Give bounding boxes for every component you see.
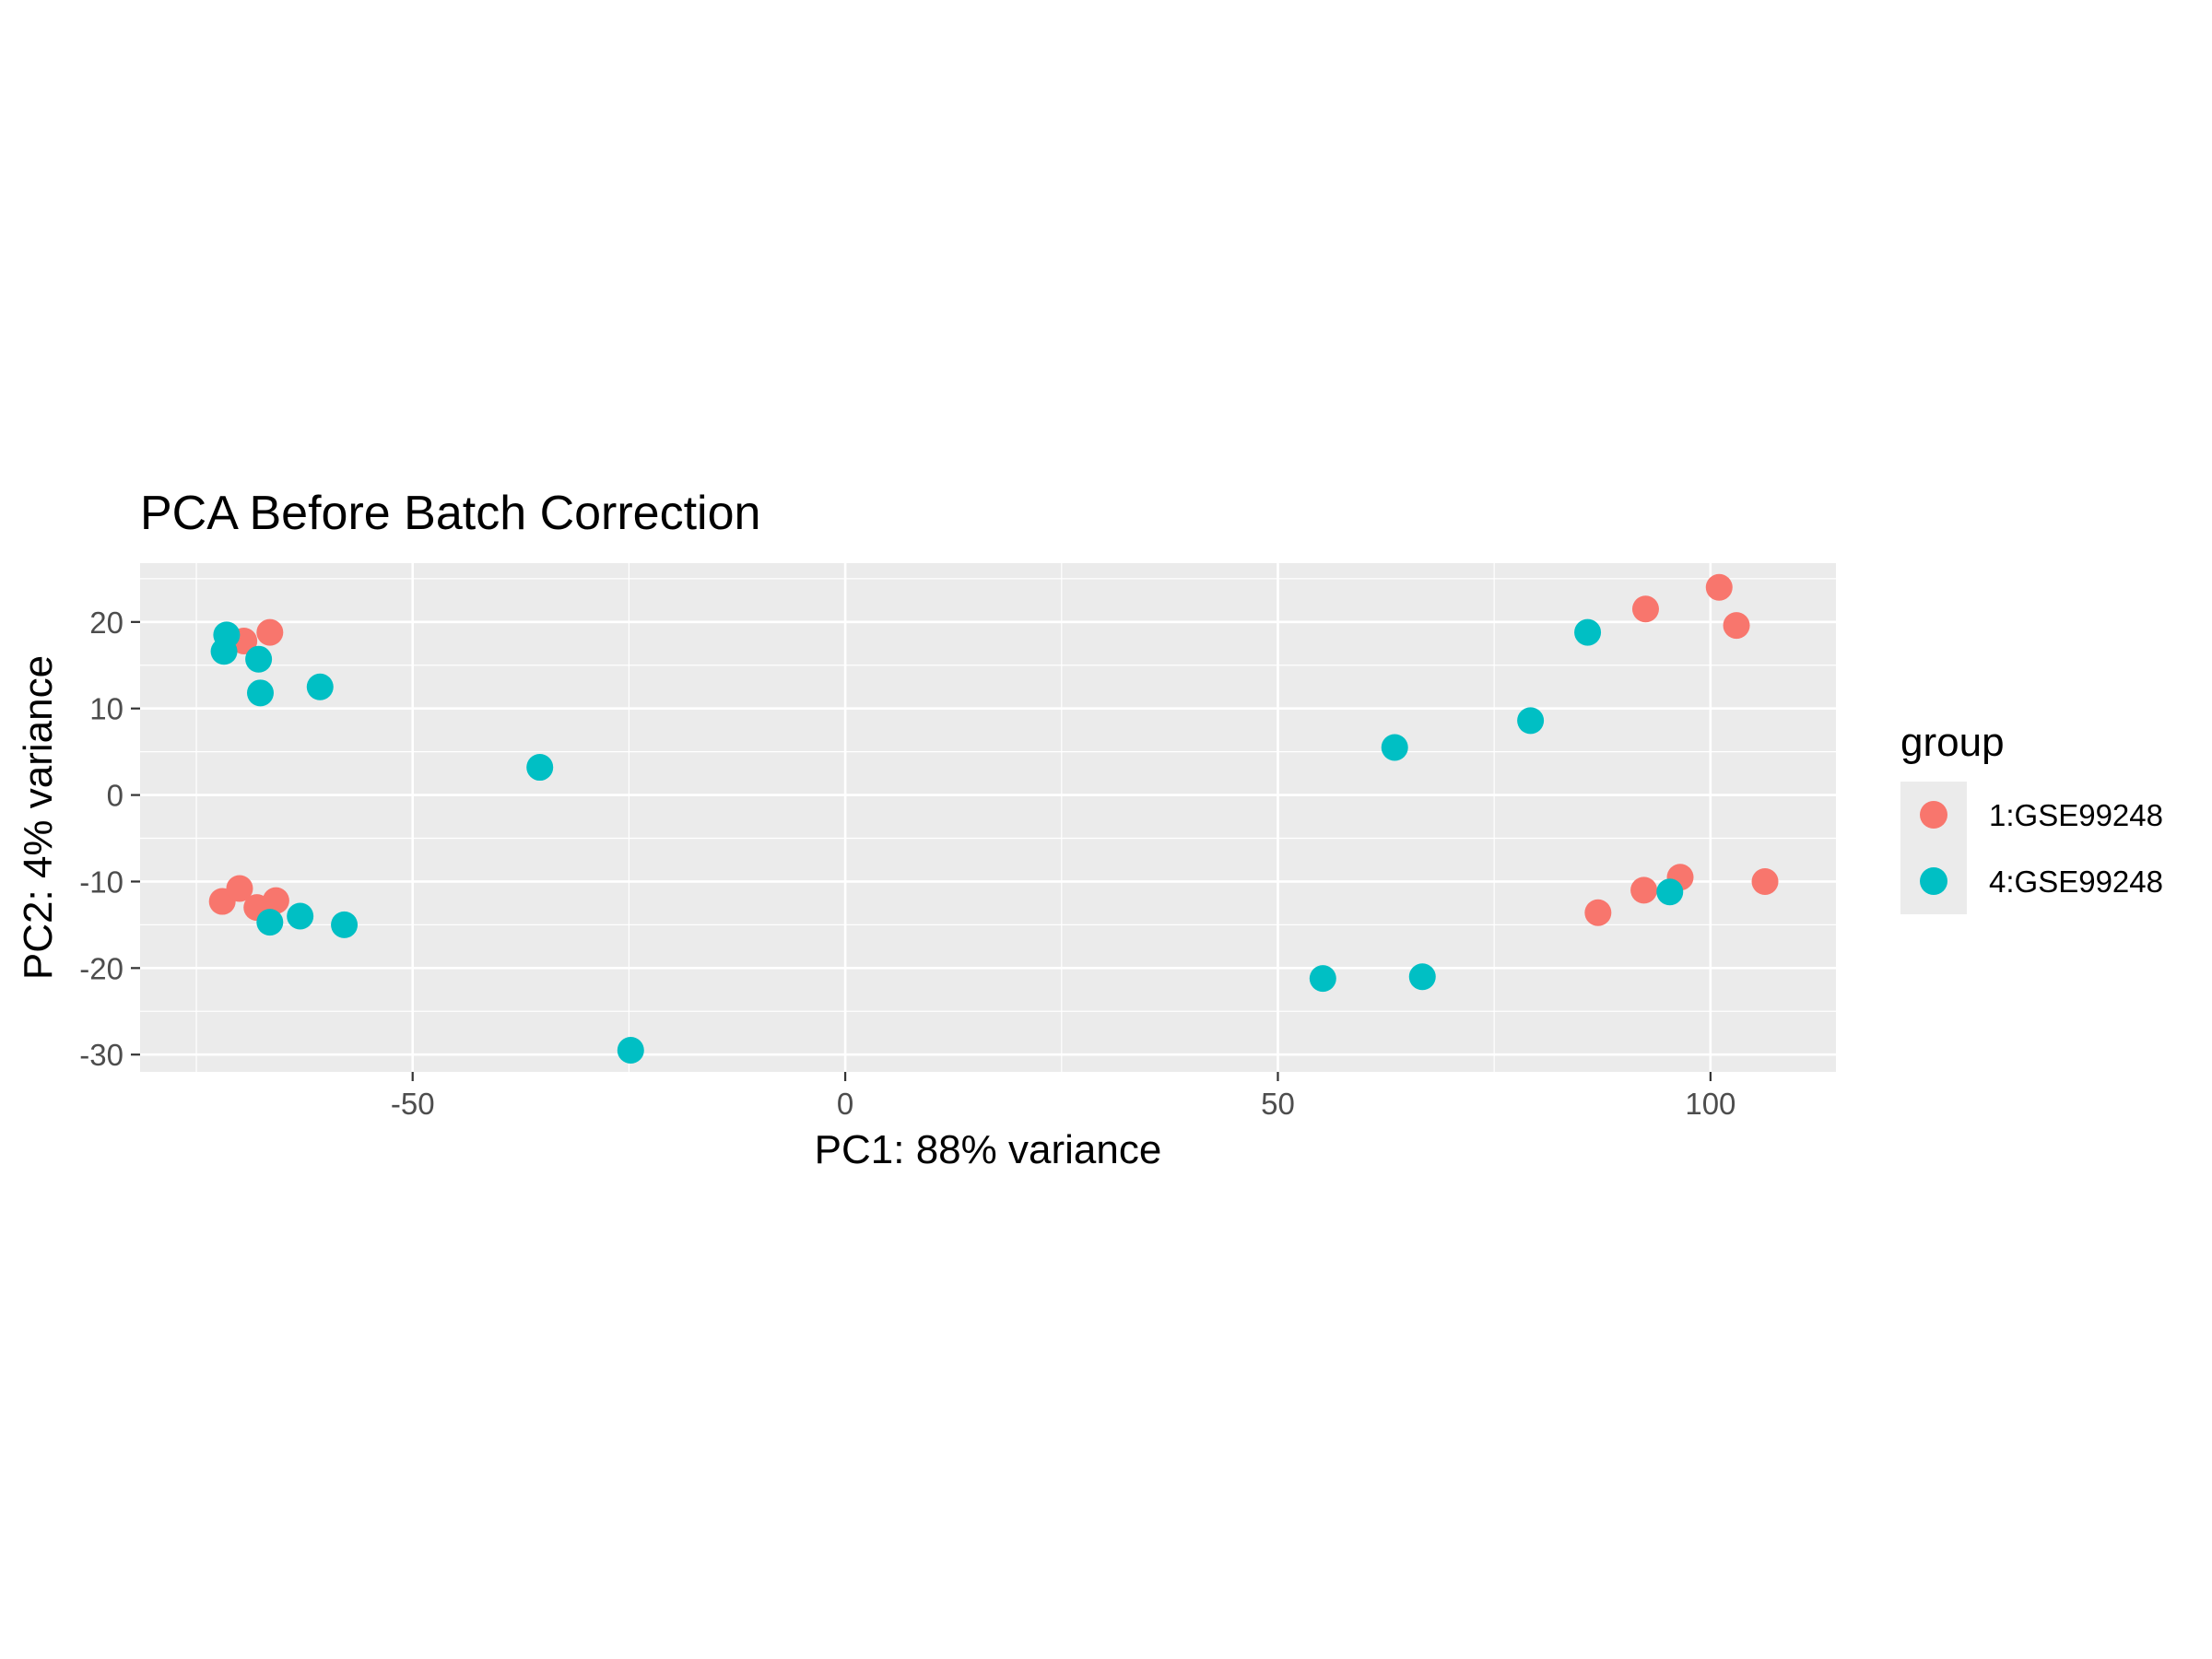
data-point-series-2 bbox=[526, 754, 554, 782]
data-points bbox=[208, 573, 1779, 1065]
data-point-series-2 bbox=[1408, 963, 1436, 991]
x-tick-label: 50 bbox=[1261, 1087, 1295, 1121]
data-point-series-2 bbox=[1517, 707, 1545, 735]
x-axis: -50 0 50 100 bbox=[391, 1072, 1735, 1121]
data-point-series-2 bbox=[1381, 734, 1408, 761]
data-point-series-2 bbox=[331, 911, 359, 938]
y-tick-label: -10 bbox=[79, 865, 124, 899]
data-point-series-1 bbox=[1705, 573, 1733, 601]
data-point-series-2 bbox=[1656, 878, 1684, 906]
data-point-series-1 bbox=[1584, 899, 1612, 926]
chart-title: PCA Before Batch Correction bbox=[140, 487, 760, 540]
data-point-series-2 bbox=[246, 679, 274, 707]
data-point-series-1 bbox=[226, 875, 253, 902]
data-point-series-1 bbox=[1630, 877, 1658, 904]
legend-title: group bbox=[1900, 720, 2005, 765]
grid-minor bbox=[140, 563, 1836, 1072]
y-tick-label: 20 bbox=[89, 606, 124, 640]
panel-background bbox=[140, 563, 1836, 1072]
y-axis: -30 -20 -10 0 10 20 bbox=[79, 606, 140, 1072]
y-tick-label: -20 bbox=[79, 951, 124, 985]
y-tick-label: 0 bbox=[107, 779, 124, 813]
legend-key-series-1 bbox=[1920, 801, 1947, 829]
y-axis-title: PC2: 4% variance bbox=[16, 655, 61, 980]
grid-major bbox=[140, 563, 1836, 1072]
x-tick-label: 0 bbox=[837, 1087, 853, 1121]
data-point-series-1 bbox=[1631, 595, 1659, 623]
data-point-series-2 bbox=[287, 902, 314, 930]
x-axis-title: PC1: 88% variance bbox=[815, 1127, 1162, 1172]
data-point-series-2 bbox=[306, 673, 334, 700]
data-point-series-2 bbox=[210, 638, 238, 665]
x-tick-label: 100 bbox=[1685, 1087, 1735, 1121]
y-tick-label: -30 bbox=[79, 1038, 124, 1072]
data-point-series-1 bbox=[262, 887, 289, 914]
y-tick-label: 10 bbox=[89, 692, 124, 726]
data-point-series-2 bbox=[1309, 965, 1336, 993]
data-point-series-2 bbox=[245, 645, 273, 673]
legend-label-series-2: 4:GSE99248 bbox=[1989, 865, 2163, 899]
x-tick-label: -50 bbox=[391, 1087, 435, 1121]
data-point-series-2 bbox=[256, 909, 284, 936]
data-point-series-1 bbox=[1723, 612, 1750, 640]
legend-label-series-1: 1:GSE99248 bbox=[1989, 798, 2163, 832]
data-point-series-1 bbox=[256, 618, 284, 646]
legend: group 1:GSE99248 4:GSE99248 bbox=[1900, 720, 2163, 914]
data-point-series-2 bbox=[617, 1037, 644, 1065]
legend-key-series-2 bbox=[1920, 867, 1947, 895]
data-point-series-1 bbox=[1751, 867, 1779, 895]
data-point-series-2 bbox=[1574, 618, 1602, 646]
